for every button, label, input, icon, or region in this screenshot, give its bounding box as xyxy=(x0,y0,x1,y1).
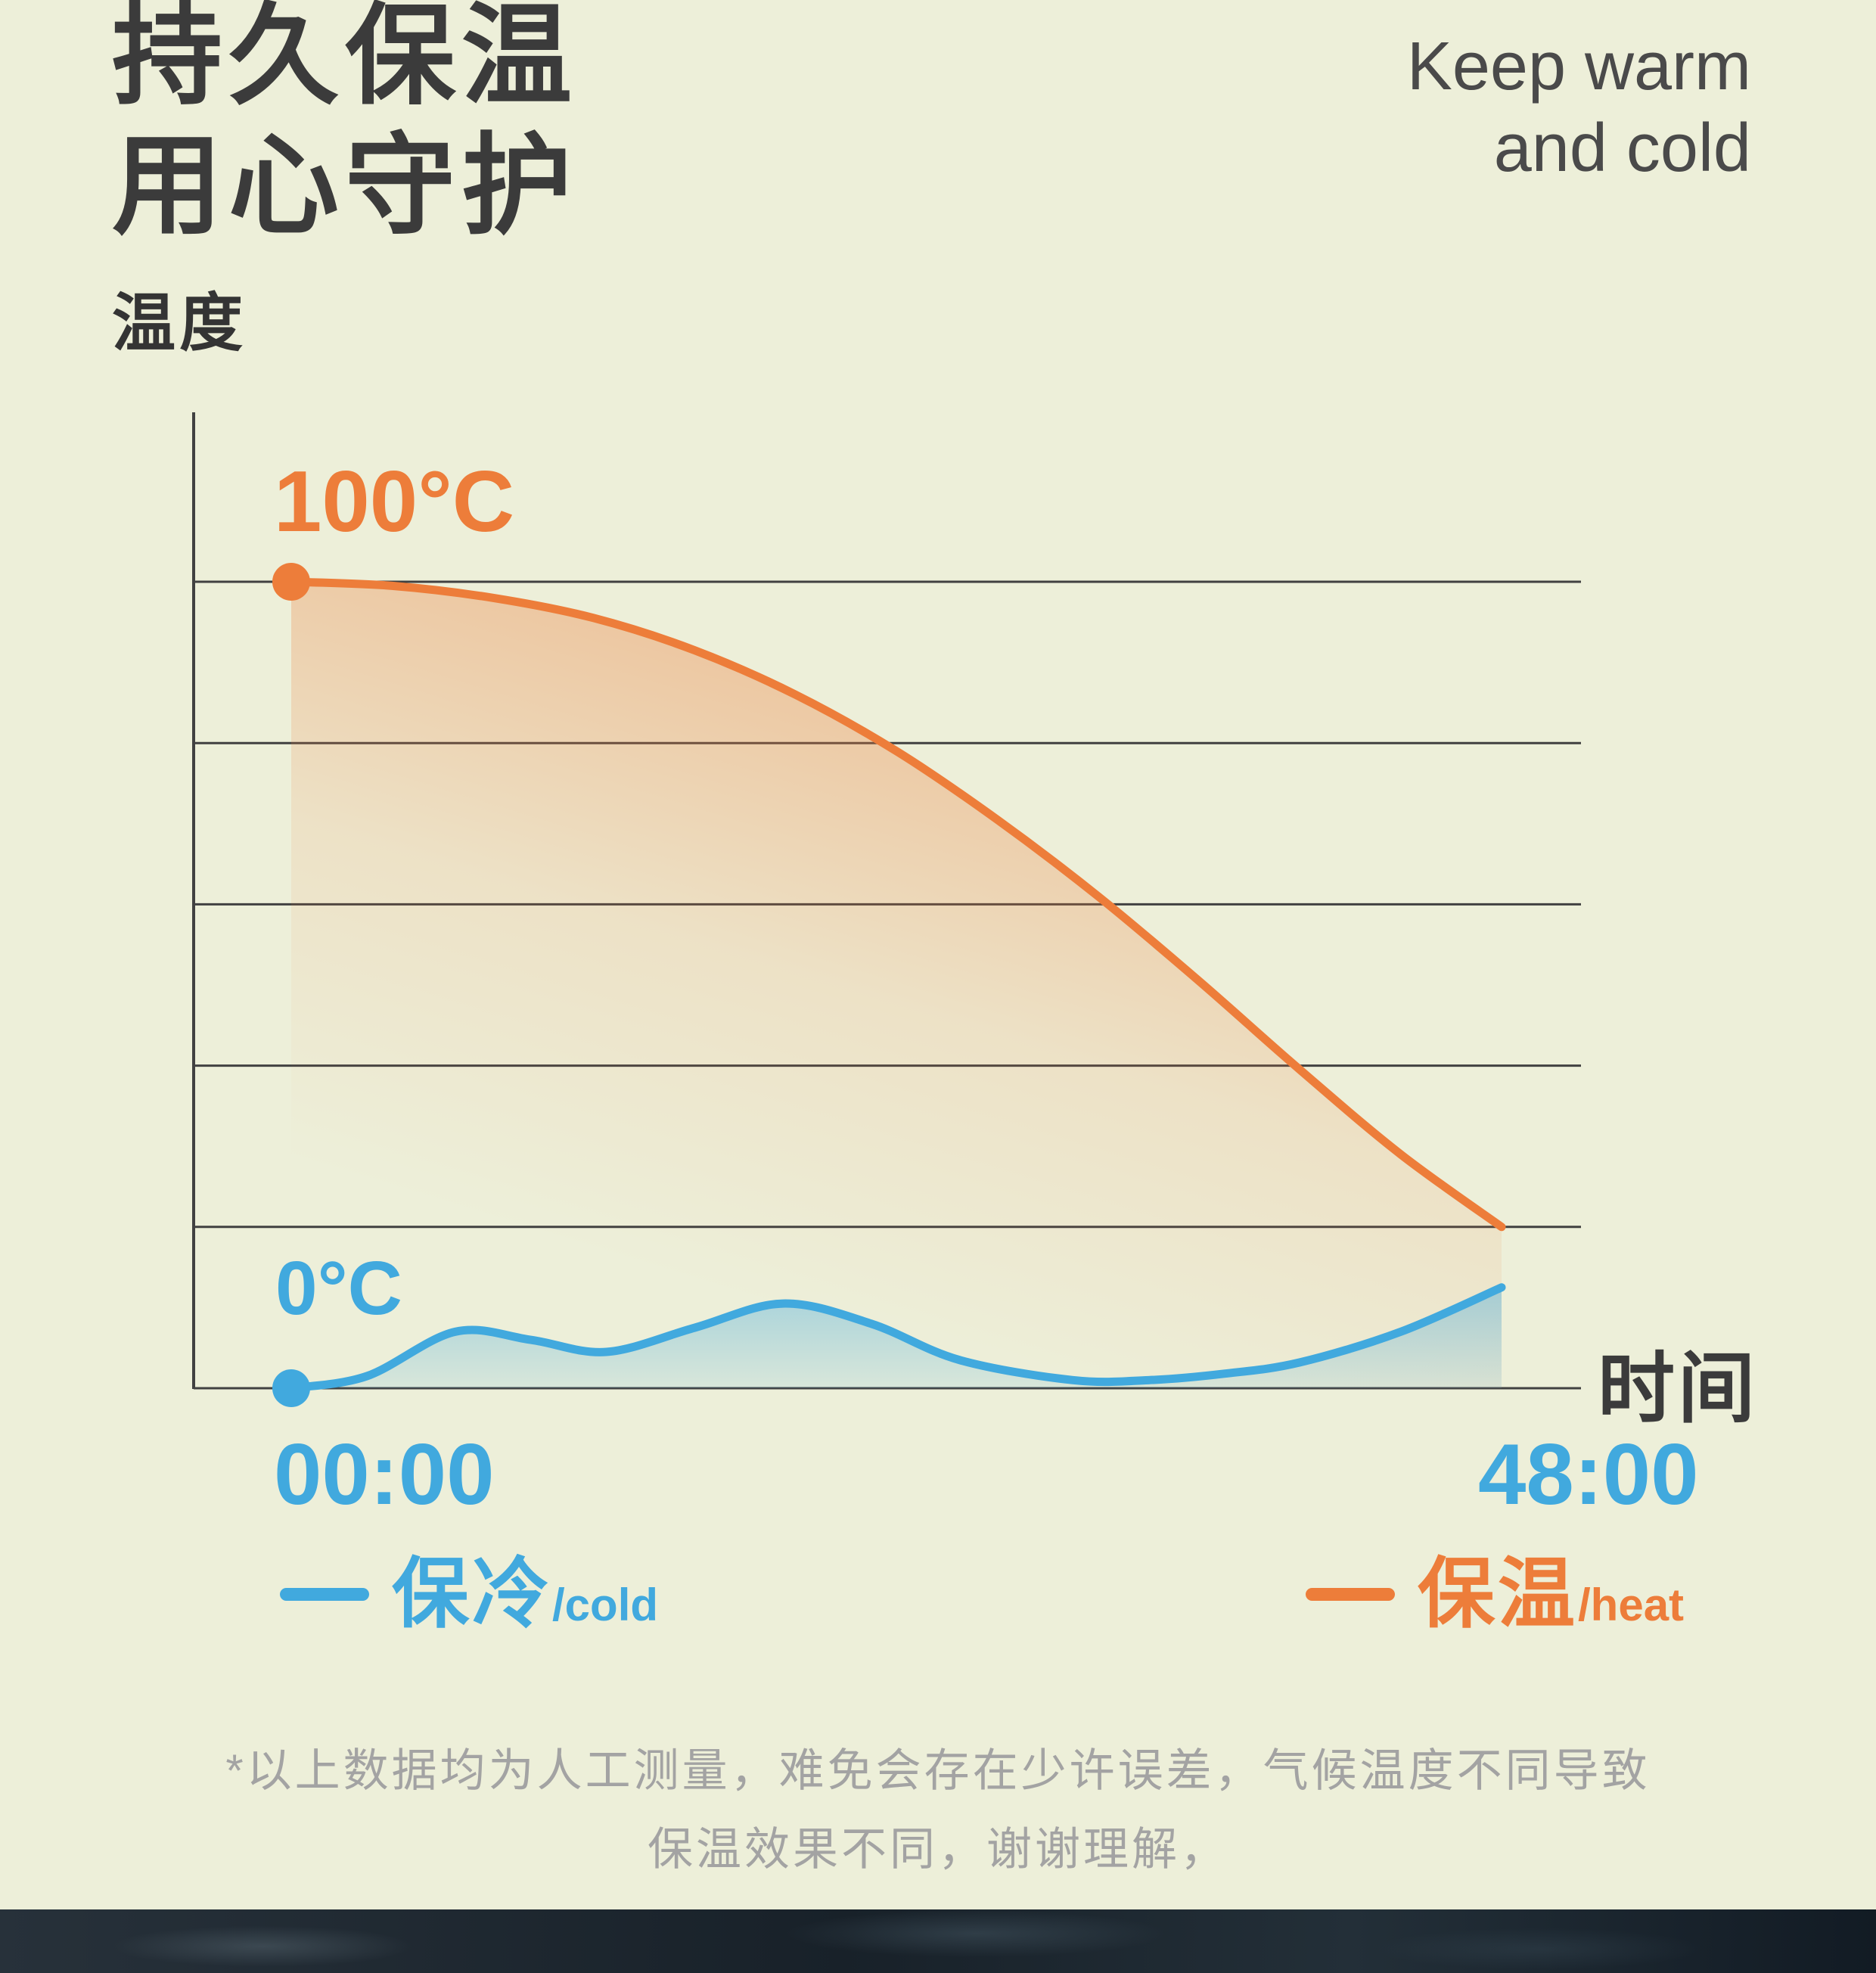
cold-line-swatch xyxy=(280,1587,369,1601)
page-title-en-line2: and cold xyxy=(1493,110,1751,186)
temperature-axis-label: 温度 xyxy=(112,287,247,359)
page-title-cn-line2: 用心守护 xyxy=(112,124,578,248)
footnote-line-2: 保温效果不同，谢谢理解， xyxy=(648,1824,1228,1875)
legend-cold: 保冷/cold xyxy=(280,1555,658,1633)
time-end-label: 48:00 xyxy=(1478,1427,1699,1523)
legend-heat-label: 保温 xyxy=(1418,1551,1578,1637)
legend-heat-text: 保温/heat xyxy=(1418,1555,1684,1633)
page-title-en: Keep warm and cold xyxy=(1407,26,1751,189)
page-title-cn: 持久保温 用心守护 xyxy=(112,0,578,252)
heat-start-temp-label: 100°C xyxy=(274,454,515,550)
footnote-line-1: *以上数据均为人工测量，难免会存在少许误差，气候温度不同导致 xyxy=(225,1745,1651,1796)
next-section-image-strip xyxy=(0,1909,1876,1973)
heat-line-swatch xyxy=(1306,1587,1395,1601)
legend-cold-sublabel: /cold xyxy=(552,1580,659,1630)
page-title-cn-line1: 持久保温 xyxy=(112,0,578,117)
page-title-en-line1: Keep warm xyxy=(1406,29,1751,104)
cold-start-temp-label: 0°C xyxy=(275,1246,402,1331)
legend-cold-label: 保冷 xyxy=(392,1551,552,1637)
time-start-label: 00:00 xyxy=(274,1427,495,1523)
legend-cold-text: 保冷/cold xyxy=(392,1555,658,1633)
legend-heat: 保温/heat xyxy=(1306,1555,1684,1633)
legend-heat-sublabel: /heat xyxy=(1578,1580,1685,1630)
time-axis-label: 时间 xyxy=(1598,1346,1758,1432)
